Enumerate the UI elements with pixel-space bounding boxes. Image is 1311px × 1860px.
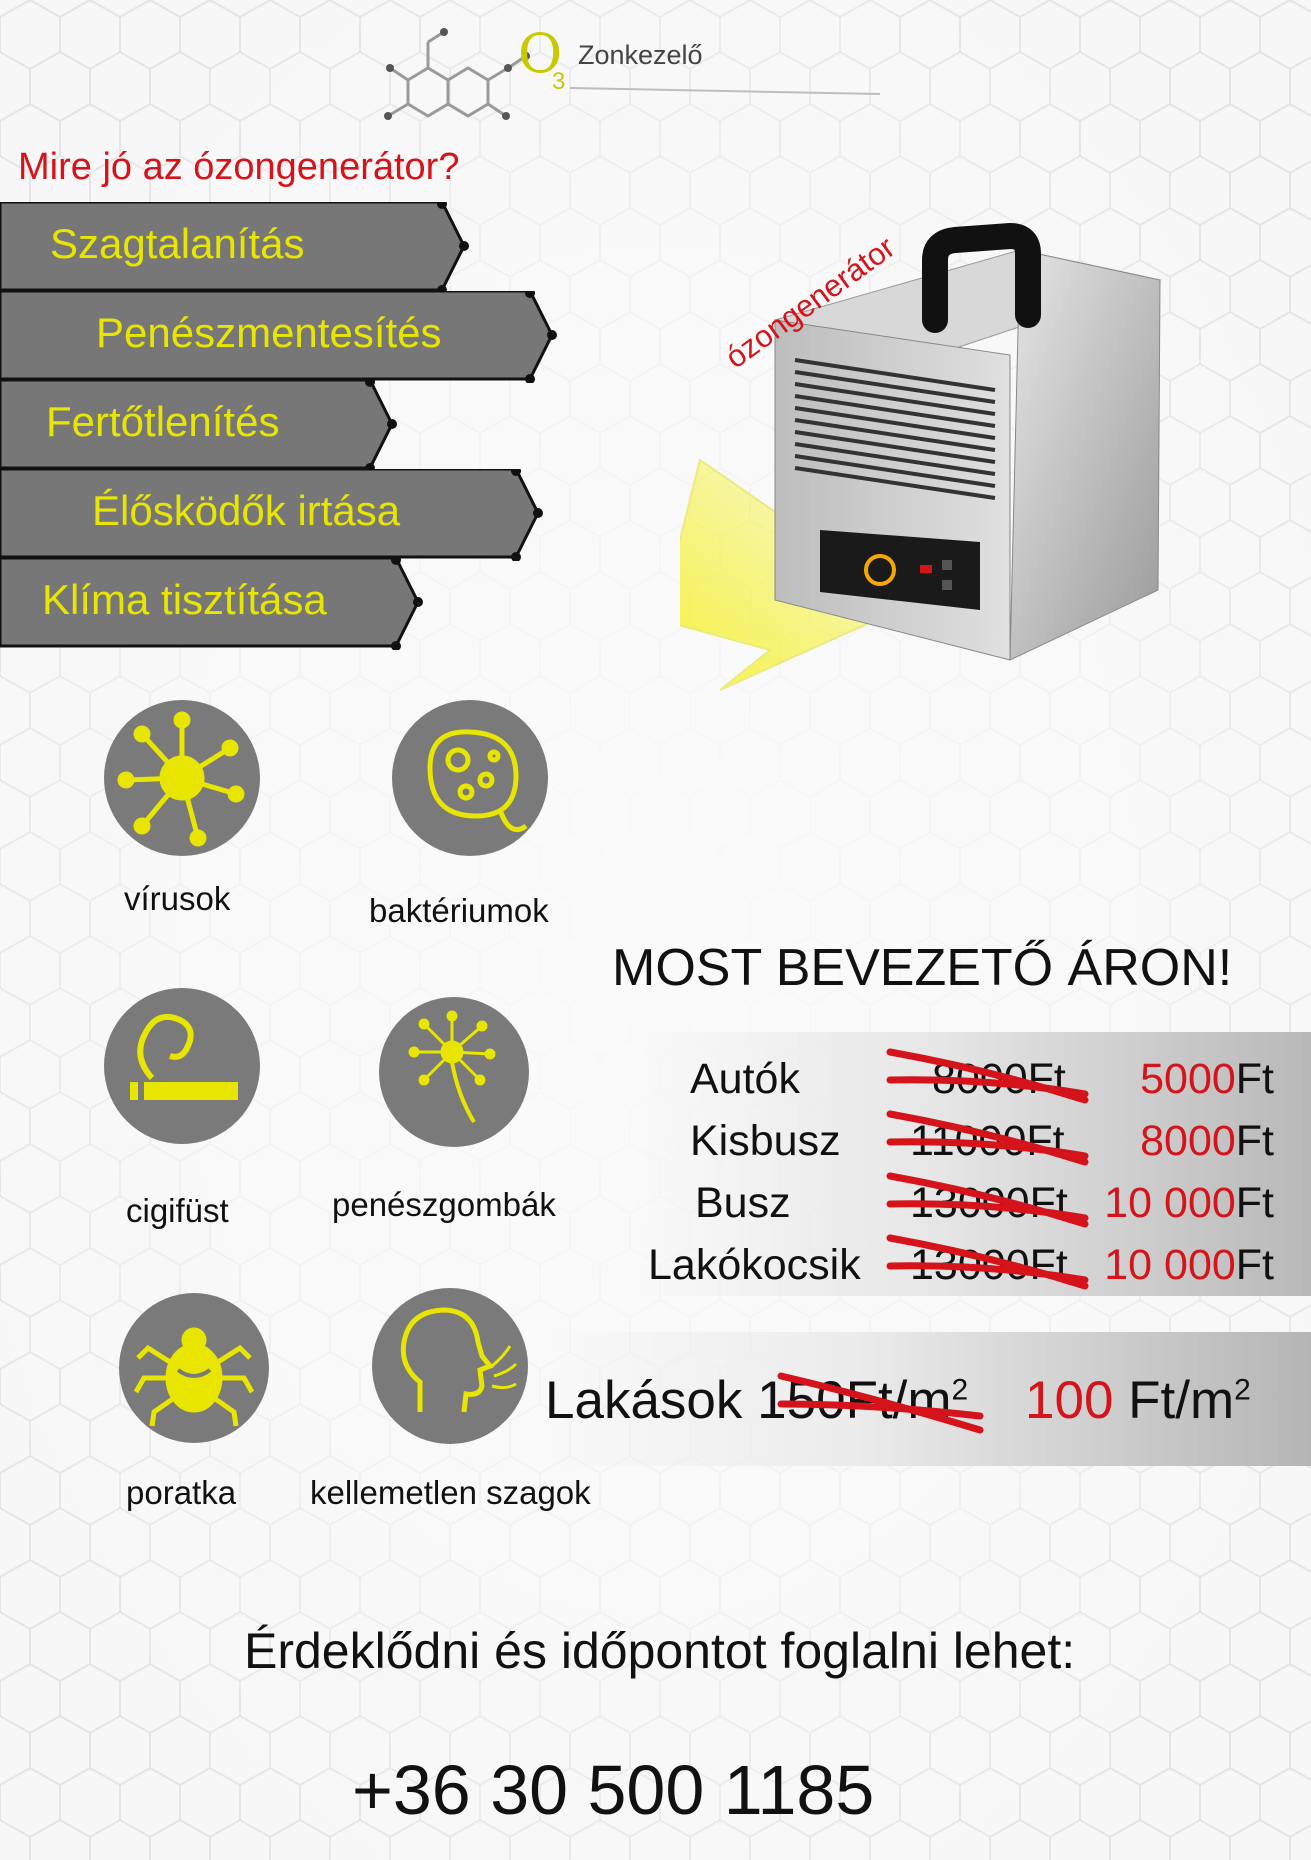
price-row-new: 10 000Ft [1014,1241,1274,1290]
price-row-name: Kisbusz [690,1117,841,1165]
service-label: Fertőtlenítés [46,398,280,445]
threat-label: cigifüst [126,1192,229,1229]
flat-price-new: 100 Ft/m2 [1025,1370,1251,1431]
service-banner-4: Élősködők irtása [0,469,545,561]
service-label: Szagtalanítás [50,220,305,267]
flat-old-exponent: 2 [951,1373,969,1407]
price-row-new: 10 000Ft [1014,1179,1274,1228]
molecule-icon [384,28,530,120]
service-label: Klíma tisztítása [42,576,327,623]
brand-logo: O 3 Zonkezelő [360,22,880,138]
currency: Ft [1235,1055,1274,1103]
promo-title: MOST BEVEZETŐ ÁRON! [612,939,1233,997]
flat-price-old: Lakások 150Ft/m2 [545,1370,968,1431]
threat-label: vírusok [124,880,231,917]
currency: Ft [1235,1117,1274,1165]
ozone-generator-image [680,222,1162,691]
price-row-new: 5000Ft [1014,1055,1274,1104]
threat-label: kellemetlen szagok [310,1474,591,1511]
currency: Ft [1235,1241,1274,1289]
service-banner-5: Klíma tisztítása [0,558,425,650]
mold-spore-icon [379,997,529,1147]
flat-new-unit: Ft/m [1113,1371,1235,1430]
logo-name: Zonkezelő [578,40,703,70]
new-price-value: 10 000 [1104,1241,1236,1289]
flat-new-exponent: 2 [1234,1373,1251,1407]
flat-strikethrough [777,1372,984,1434]
bad-odor-icon [372,1288,528,1444]
service-banner-3: Fertőtlenítés [0,380,400,472]
price-row-new: 8000Ft [1014,1117,1274,1166]
new-price-value: 5000 [1140,1055,1236,1103]
logo-subscript: 3 [552,68,566,95]
page-question: Mire jó az ózongenerátor? [18,146,460,188]
flat-new-value: 100 [1025,1371,1114,1430]
bacteria-icon [392,700,548,856]
phone-number[interactable]: +36 30 500 1185 [352,1751,875,1829]
logo-underline [569,87,880,95]
flat-price-band [545,1332,1311,1466]
dust-mite-icon [119,1293,269,1443]
cigarette-smoke-icon [104,988,260,1144]
price-row-name: Lakókocsik [648,1241,861,1289]
currency: Ft [1235,1179,1274,1227]
virus-icon [104,700,260,856]
new-price-value: 8000 [1140,1117,1236,1165]
price-row-name: Autók [690,1055,800,1103]
service-banner-1: Szagtalanítás [0,202,470,294]
logo-letter: O [518,22,563,85]
threat-label: penészgombák [332,1186,556,1223]
service-label: Élősködők irtása [92,487,401,534]
service-label: Penészmentesítés [96,309,442,356]
price-row-name: Busz [695,1179,791,1227]
contact-text: Érdeklődni és időpontot foglalni lehet: [244,1623,1076,1679]
threat-label: baktériumok [369,892,549,929]
service-banner-2: Penészmentesítés [0,291,560,383]
new-price-value: 10 000 [1104,1179,1236,1227]
strikethrough-marks [886,1048,1089,1290]
flat-label: Lakások [545,1371,743,1430]
threat-label: poratka [126,1474,237,1511]
